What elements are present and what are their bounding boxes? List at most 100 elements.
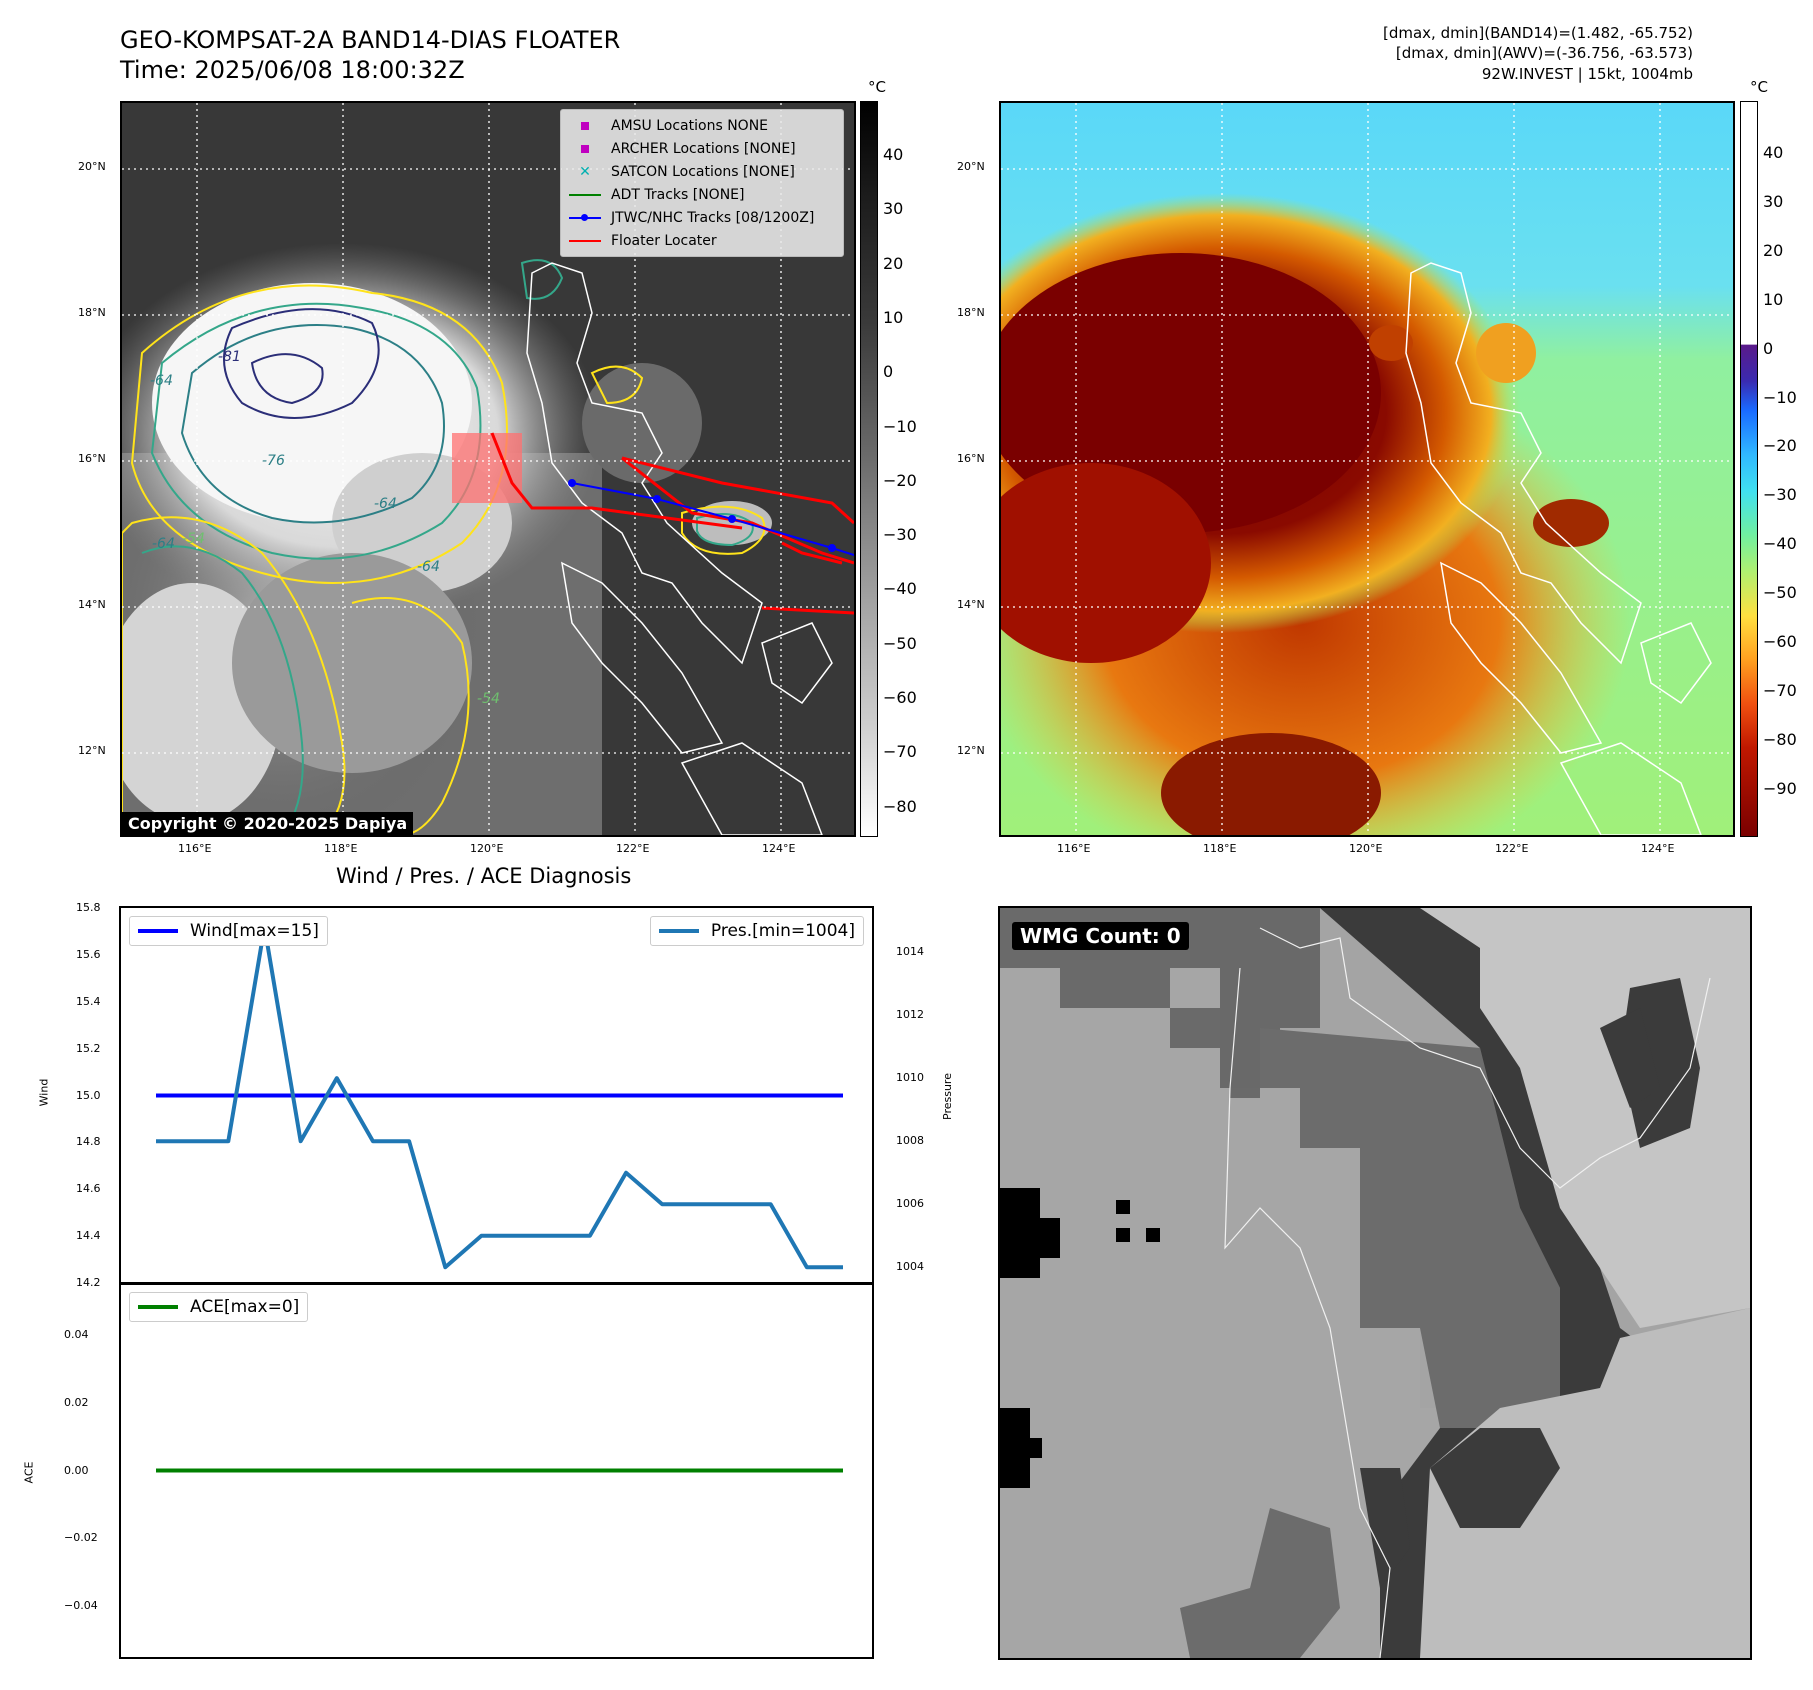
info-band14: [dmax, dmin](BAND14)=(1.482, -65.752) (1382, 24, 1693, 42)
colorbar2-tick: 0 (1763, 338, 1774, 358)
colorbar1-tick: −50 (883, 633, 917, 653)
figure-time: Time: 2025/06/08 18:00:32Z (120, 56, 465, 84)
lat-label: 12°N (78, 744, 106, 757)
pressure-series-line (156, 924, 843, 1270)
colorbar2-tick: −30 (1763, 485, 1797, 505)
ace-tick: −0.02 (64, 1531, 98, 1545)
legend-item-adt: ADT Tracks [NONE] (567, 183, 837, 206)
contour-label: -81 (218, 349, 241, 365)
colorbar1-tick: −30 (883, 525, 917, 545)
line-dot-icon (567, 210, 603, 226)
colorbar2-tick: 10 (1763, 289, 1784, 309)
wind-tick: 15.2 (76, 1041, 101, 1055)
diagnosis-title: Wind / Pres. / ACE Diagnosis (336, 864, 632, 888)
line-icon (658, 929, 699, 933)
lat-label: 20°N (78, 160, 106, 173)
line-icon (138, 1305, 178, 1309)
colorbar1-unit: °C (868, 78, 886, 96)
colorbar1-tick: 0 (883, 362, 894, 382)
ace-chart (156, 1468, 843, 1473)
legend-item-archer: ARCHER Locations [NONE] (567, 137, 837, 160)
awv-map-panel (999, 101, 1735, 837)
info-awv: [dmax, dmin](AWV)=(-36.756, -63.573) (1395, 44, 1693, 62)
colorbar2-tick: 20 (1763, 240, 1784, 260)
contour-label: -64 (374, 496, 397, 512)
pressure-tick: 1010 (896, 1071, 924, 1085)
wind-legend: Wind[max=15] (129, 916, 328, 946)
lat-label: 16°N (957, 452, 985, 465)
wind-axis-label: Wind (37, 1078, 51, 1107)
colorbar1-tick: 30 (883, 199, 904, 219)
colorbar2-unit: °C (1750, 78, 1768, 96)
colorbar1-tick: −40 (883, 579, 917, 599)
awv-map-image (1001, 103, 1733, 835)
ace-panel: ACE[max=0] (119, 1282, 874, 1659)
line-icon (567, 187, 603, 203)
colorbar2-tick: 30 (1763, 191, 1784, 211)
colorbar2 (1740, 101, 1758, 837)
lat-label: 14°N (78, 598, 106, 611)
lon-label: 122°E (616, 842, 650, 855)
lat-label: 18°N (957, 306, 985, 319)
colorbar1-tick: −80 (883, 796, 917, 816)
contour-label: -64 (417, 559, 440, 575)
pressure-legend: Pres.[min=1004] (649, 916, 864, 946)
line-icon (138, 929, 178, 933)
lat-label: 12°N (957, 744, 985, 757)
contour-label: -64 (152, 536, 175, 552)
pressure-tick: 1012 (896, 1008, 924, 1022)
lon-label: 118°E (324, 842, 358, 855)
contour-label: -54 (182, 531, 205, 547)
legend-item-floater: Floater Locater (567, 229, 837, 252)
wind-pressure-panel: Wind[max=15] Pres.[min=1004] (119, 906, 874, 1285)
lon-label: 116°E (178, 842, 212, 855)
colorbar2-tick: −50 (1763, 583, 1797, 603)
ir-map-panel: -81 -76 -64 -64 -64 -64 -54 -54 AMSU Loc… (120, 101, 856, 837)
colorbar1 (860, 101, 878, 837)
copyright-label: Copyright © 2020-2025 Dapiya (122, 812, 414, 835)
colorbar2-tick: −20 (1763, 436, 1797, 456)
colorbar2-tick: −90 (1763, 778, 1797, 798)
lon-label: 116°E (1057, 842, 1091, 855)
colorbar1-tick: −60 (883, 688, 917, 707)
colorbar1-tick: −70 (883, 742, 917, 762)
line-icon (567, 233, 603, 249)
pressure-tick: 1014 (896, 945, 924, 959)
colorbar1-tick: −20 (883, 470, 917, 490)
ace-tick: −0.04 (64, 1599, 98, 1613)
square-icon (567, 118, 603, 134)
wind-tick: 14.6 (76, 1182, 101, 1196)
floater-box (452, 433, 522, 503)
colorbar1-tick: −10 (883, 416, 917, 436)
ace-tick: 0.00 (64, 1463, 89, 1477)
figure-title: GEO-KOMPSAT-2A BAND14-DIAS FLOATER (120, 26, 621, 54)
lon-label: 120°E (470, 842, 504, 855)
colorbar2-tick: −10 (1763, 387, 1797, 407)
wind-tick: 15.8 (76, 901, 101, 914)
lon-label: 122°E (1495, 842, 1529, 855)
wind-tick: 14.8 (76, 1135, 101, 1149)
wind-tick: 14.2 (76, 1276, 101, 1289)
wind-tick: 15.6 (76, 947, 101, 961)
lon-label: 120°E (1349, 842, 1383, 855)
colorbar1-tick: 10 (883, 307, 904, 327)
wmg-image (1000, 908, 1750, 1658)
colorbar2-tick: −60 (1763, 632, 1797, 651)
ace-tick: 0.04 (64, 1327, 89, 1341)
ace-legend: ACE[max=0] (129, 1292, 309, 1322)
pressure-tick: 1006 (896, 1197, 924, 1211)
wmg-panel: WMG Count: 0 (998, 906, 1752, 1660)
colorbar2-tick: 40 (1763, 143, 1784, 162)
lon-label: 124°E (1641, 842, 1675, 855)
legend-item-satcon: ✕ SATCON Locations [NONE] (567, 160, 837, 183)
pressure-tick: 1008 (896, 1134, 924, 1148)
lon-label: 124°E (762, 842, 796, 855)
wind-tick: 15.0 (76, 1088, 101, 1102)
lat-label: 20°N (957, 160, 985, 173)
pressure-axis-label: Pressure (940, 1073, 954, 1120)
pressure-tick: 1004 (896, 1260, 924, 1274)
colorbar2-tick: −80 (1763, 729, 1797, 749)
lat-label: 14°N (957, 598, 985, 611)
wind-pressure-chart (156, 924, 843, 1270)
map-legend: AMSU Locations NONE ARCHER Locations [NO… (560, 109, 844, 257)
